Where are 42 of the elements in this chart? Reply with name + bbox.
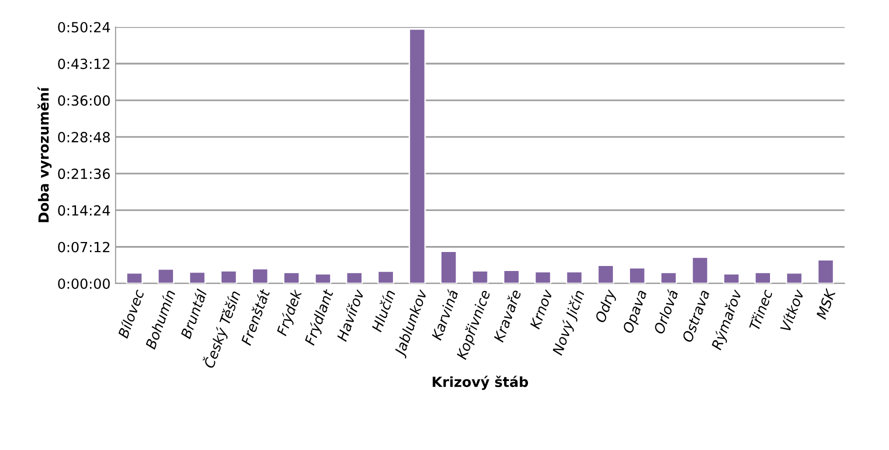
x-tick-label: MSK <box>816 288 836 320</box>
x-tick-label: Odry <box>594 288 618 324</box>
bar <box>220 270 238 284</box>
y-tick-label: 0:28:48 <box>58 132 110 142</box>
bar <box>502 270 520 284</box>
bar <box>282 272 300 284</box>
bar <box>660 272 678 284</box>
x-axis-title: Krizový štáb <box>432 376 528 390</box>
bar <box>440 250 458 284</box>
x-tick-label: Hlučín <box>370 289 396 332</box>
bar <box>377 270 394 284</box>
bar <box>252 268 269 284</box>
bar <box>126 272 143 284</box>
bar <box>472 270 489 284</box>
bar <box>817 259 834 284</box>
y-tick-label: 0:43:12 <box>58 58 110 70</box>
x-tick-label: Vítkov <box>779 288 804 332</box>
bar <box>566 270 583 284</box>
bar <box>786 272 803 284</box>
y-tick-label: 0:36:00 <box>58 95 110 106</box>
y-tick-label: 0:50:24 <box>58 22 110 32</box>
bar <box>188 271 206 284</box>
y-tick-label: 0:00:00 <box>58 278 110 289</box>
y-tick-label: 0:14:24 <box>58 205 110 216</box>
y-axis-title: Doba vyrozumění <box>38 86 52 222</box>
bar <box>346 272 363 284</box>
bar <box>534 270 552 284</box>
bar <box>597 264 614 284</box>
bar <box>408 28 426 284</box>
bar <box>628 267 646 284</box>
bar <box>722 273 740 284</box>
x-tick-label: Nový Jičín <box>551 289 588 357</box>
x-tick-label: Orlová <box>652 288 678 334</box>
bar <box>754 272 772 284</box>
y-tick-label: 0:07:12 <box>58 242 110 252</box>
y-tick-label: 0:21:36 <box>58 168 110 180</box>
bar <box>157 268 174 284</box>
bar <box>691 256 709 284</box>
bar <box>314 273 332 284</box>
x-tick-label: Krnov <box>530 288 554 330</box>
x-tick-label: Opava <box>622 289 650 335</box>
x-tick-label: Třinec <box>748 288 773 331</box>
